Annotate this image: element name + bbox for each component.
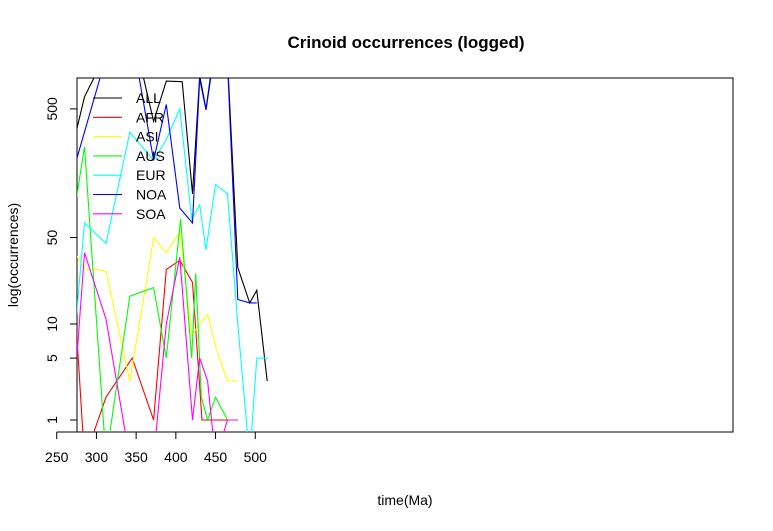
y-tick-label: 500 xyxy=(44,97,60,121)
legend-label-aus: AUS xyxy=(136,148,165,164)
x-tick-label: 300 xyxy=(85,449,109,465)
series-layer xyxy=(77,78,268,432)
legend-label-afr: AFR xyxy=(136,109,164,125)
x-tick-label: 250 xyxy=(45,449,69,465)
series-line-asi xyxy=(77,230,238,382)
series-line-aus xyxy=(77,146,238,432)
series-line-afr xyxy=(77,259,238,432)
x-axis: 500 450 400 350 300 250 xyxy=(45,431,268,465)
legend-label-all: ALL xyxy=(136,90,161,106)
x-tick-label: 450 xyxy=(204,449,228,465)
y-axis: 1 5 10 50 500 xyxy=(44,97,78,424)
x-tick-label: 500 xyxy=(244,449,268,465)
y-tick-label: 5 xyxy=(44,354,60,362)
series-line-noa xyxy=(77,78,257,304)
plot-frame xyxy=(76,77,734,433)
x-tick-label: 350 xyxy=(124,449,148,465)
legend-label-noa: NOA xyxy=(136,187,167,203)
x-axis-title: time(Ma) xyxy=(377,492,432,508)
series-line-eur xyxy=(77,106,268,432)
chart-title: Crinoid occurrences (logged) xyxy=(287,33,524,52)
legend-label-soa: SOA xyxy=(136,206,166,222)
legend-label-eur: EUR xyxy=(136,167,166,183)
y-tick-label: 50 xyxy=(44,230,60,246)
legend: ALL AFR ASI AUS EUR NOA SOA xyxy=(93,90,167,222)
legend-label-asi: ASI xyxy=(136,129,159,145)
y-tick-label: 10 xyxy=(44,316,60,332)
y-axis-title: log(occurrences) xyxy=(5,203,21,307)
series-line-soa xyxy=(77,252,238,432)
x-tick-label: 400 xyxy=(164,449,188,465)
y-tick-label: 1 xyxy=(44,416,60,424)
series-line-all xyxy=(77,78,268,382)
